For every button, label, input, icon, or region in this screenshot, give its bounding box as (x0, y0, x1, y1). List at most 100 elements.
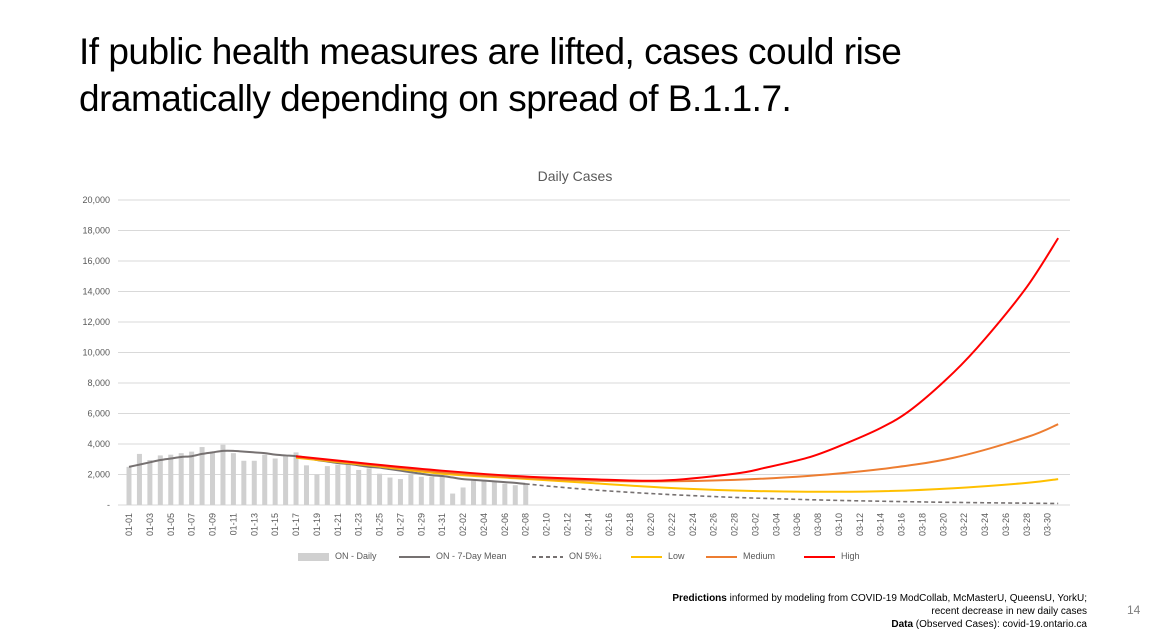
x-tick-label: 02-16 (604, 513, 614, 536)
x-tick-label: 02-12 (562, 513, 572, 536)
daily-bar (345, 464, 351, 505)
x-tick-label: 02-24 (688, 513, 698, 536)
legend-swatch-5pct-down (532, 556, 563, 558)
x-tick-label: 01-15 (270, 513, 280, 536)
y-tick-label: 2,000 (87, 470, 110, 480)
daily-bar (126, 466, 132, 505)
y-tick-label: 10,000 (82, 348, 110, 358)
daily-bar (251, 460, 257, 505)
legend-label-daily: ON - Daily (335, 551, 377, 561)
x-tick-label: 01-05 (166, 513, 176, 536)
legend-label-low: Low (668, 551, 685, 561)
x-tick-label: 03-08 (813, 513, 823, 536)
daily-bar (408, 473, 414, 505)
gridlines (118, 199, 1070, 506)
y-tick-label: 4,000 (87, 439, 110, 449)
x-tick-label: 03-30 (1043, 513, 1053, 536)
footer-data-label: Data (891, 619, 914, 630)
daily-bar (189, 451, 195, 505)
x-tick-label: 03-02 (750, 513, 760, 536)
daily-bar (439, 476, 445, 505)
x-tick-label: 03-28 (1022, 513, 1032, 536)
x-tick-label: 01-01 (124, 513, 134, 536)
y-tick-label: 18,000 (82, 226, 110, 236)
series-line-low (295, 456, 1059, 493)
x-tick-label: 02-22 (667, 513, 677, 536)
legend-swatch-high (804, 556, 835, 558)
y-tick-label: 20,000 (82, 195, 110, 205)
x-tick-label: 01-19 (312, 513, 322, 536)
x-tick-label: 01-31 (437, 513, 447, 536)
daily-bar (450, 493, 456, 505)
legend-label-high: High (841, 551, 860, 561)
y-axis-ticks: - 2,000 4,000 6,000 8,000 10,000 12,000 14,000 1… (82, 195, 110, 510)
daily-bar (178, 453, 184, 505)
series-line-medium (295, 423, 1059, 483)
daily-bar (387, 477, 393, 505)
source-footer: Predictions informed by modeling from CO… (672, 592, 1087, 631)
x-tick-label: 03-16 (897, 513, 907, 536)
daily-bar (262, 454, 268, 505)
daily-bar (397, 479, 403, 505)
y-tick-label: 14,000 (82, 287, 110, 297)
x-tick-label: 02-20 (646, 513, 656, 536)
daily-bar (377, 473, 383, 505)
footer-line-3: Data (Observed Cases): covid-19.ontario.… (672, 618, 1087, 631)
x-tick-label: 01-11 (228, 513, 238, 535)
series-lines (128, 237, 1060, 505)
daily-bar (502, 483, 508, 505)
daily-bar (293, 452, 299, 505)
x-tick-label: 01-09 (208, 513, 218, 536)
x-tick-label: 01-25 (375, 513, 385, 536)
x-tick-label: 01-03 (145, 513, 155, 536)
legend-label-7day-mean: ON - 7-Day Mean (436, 551, 507, 561)
daily-bar (429, 476, 435, 505)
legend-swatch-medium (706, 556, 737, 558)
footer-line-2: recent decrease in new daily cases (931, 606, 1087, 617)
x-tick-label: 03-18 (917, 513, 927, 536)
daily-bar (460, 487, 466, 505)
footer-data-text: (Observed Cases): covid-19.ontario.ca (913, 619, 1087, 630)
daily-bar (314, 474, 320, 505)
x-tick-label: 03-24 (980, 513, 990, 536)
legend-swatch-7day-mean (399, 556, 430, 558)
x-tick-label: 03-14 (876, 513, 886, 536)
daily-bar (168, 454, 174, 505)
daily-bar (283, 456, 289, 505)
daily-bar (230, 453, 236, 505)
x-tick-label: 02-02 (458, 513, 468, 536)
footer-line-1: Predictions informed by modeling from CO… (672, 592, 1087, 605)
x-tick-label: 03-22 (959, 513, 969, 536)
x-tick-label: 03-10 (834, 513, 844, 536)
x-tick-label: 02-08 (521, 513, 531, 536)
legend-label-5pct-down: ON 5%↓ (569, 551, 603, 561)
chart-title: Daily Cases (538, 168, 613, 184)
x-tick-label: 01-21 (333, 513, 343, 536)
slide-title: If public health measures are lifted, ca… (79, 31, 902, 119)
daily-bar (512, 485, 518, 505)
x-tick-label: 02-14 (583, 513, 593, 536)
series-line-on-5 (525, 483, 1059, 505)
daily-bar (418, 476, 424, 505)
daily-bar (136, 453, 142, 505)
x-tick-label: 03-12 (855, 513, 865, 536)
x-tick-label: 01-07 (187, 513, 197, 536)
x-tick-label: 02-28 (730, 513, 740, 536)
daily-bar (220, 444, 226, 505)
daily-bar (272, 458, 278, 505)
x-tick-label: 01-29 (416, 513, 426, 536)
x-tick-label: 01-23 (354, 513, 364, 536)
daily-bar (491, 482, 497, 505)
x-tick-label: 01-27 (395, 513, 405, 536)
x-tick-label: 03-04 (771, 513, 781, 536)
footer-predictions-label: Predictions (672, 593, 727, 604)
x-tick-label: 03-20 (938, 513, 948, 536)
x-tick-label: 01-17 (291, 513, 301, 536)
y-tick-label: 8,000 (87, 378, 110, 388)
page-number: 14 (1127, 603, 1141, 617)
daily-bar (471, 480, 477, 505)
y-tick-label: 12,000 (82, 317, 110, 327)
daily-bar (481, 480, 487, 505)
x-tick-label: 02-10 (542, 513, 552, 536)
